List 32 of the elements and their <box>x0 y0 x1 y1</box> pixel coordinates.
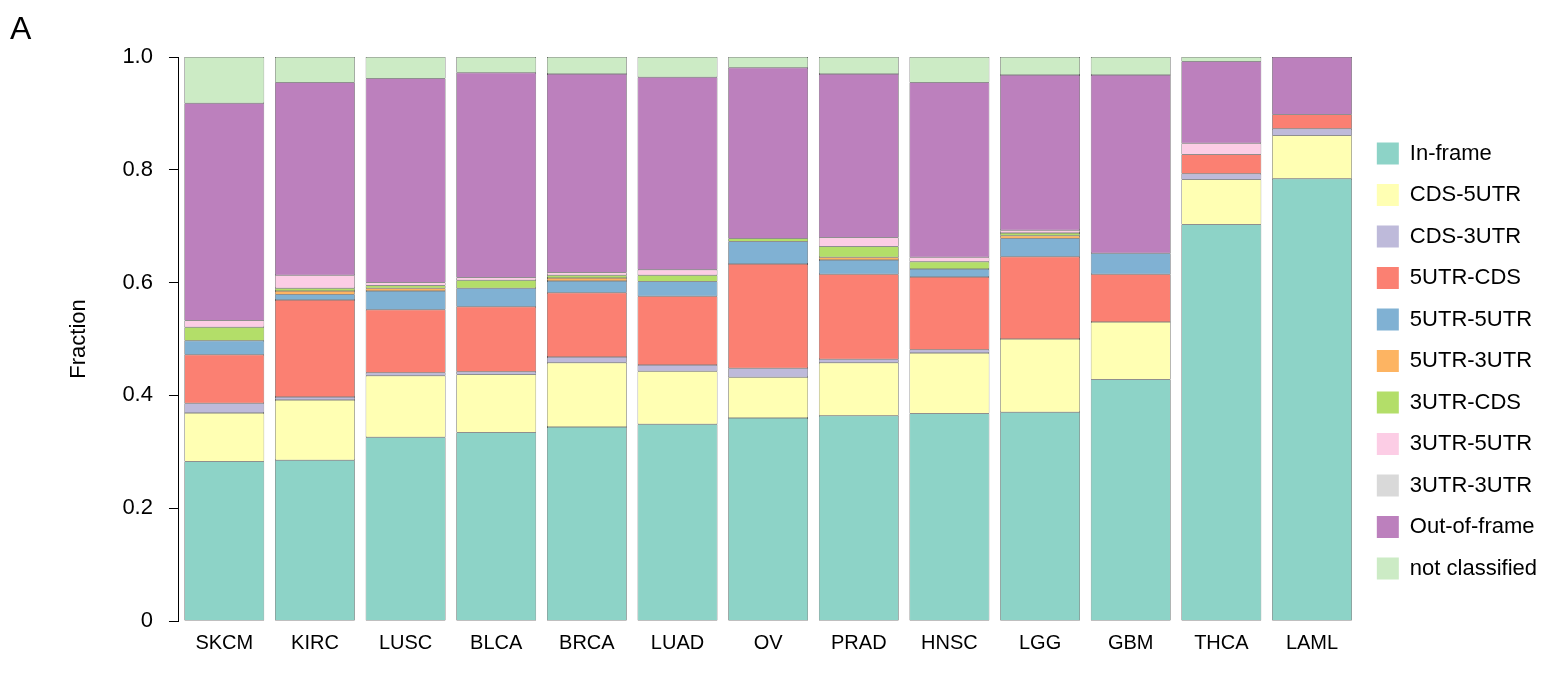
legend-label: 3UTR-CDS <box>1409 388 1522 414</box>
x-tick-label: LGG <box>1018 630 1062 653</box>
x-tick-label: BRCA <box>559 630 616 653</box>
legend-label: 5UTR-3UTR <box>1409 347 1533 373</box>
legend-label: not classified <box>1409 554 1538 580</box>
y-tick-label: 0.2 <box>122 494 153 520</box>
y-tick-label: 0.6 <box>122 268 153 294</box>
x-tick-label: KIRC <box>291 630 339 653</box>
legend-label: In-frame <box>1409 139 1492 165</box>
legend-label: Out-of-frame <box>1409 513 1535 539</box>
x-tick-label: BLCA <box>470 630 524 653</box>
x-tick-label: PRAD <box>831 630 887 653</box>
x-tick-label: THCA <box>1194 630 1250 653</box>
y-tick-label: 0 <box>140 607 153 633</box>
y-axis-title: Fraction <box>65 299 91 379</box>
x-tick-label: LUAD <box>650 630 705 653</box>
legend-label: 5UTR-5UTR <box>1409 305 1533 331</box>
y-tick-label: 0.8 <box>122 155 153 181</box>
legend-label: 3UTR-3UTR <box>1409 471 1533 497</box>
y-tick-label: 1.0 <box>122 43 153 69</box>
x-tick-label: LAML <box>1285 630 1339 653</box>
legend-label: 5UTR-CDS <box>1409 264 1522 290</box>
y-tick-label: 0.4 <box>122 381 153 407</box>
legend-label: 3UTR-5UTR <box>1409 430 1533 456</box>
legend-label: CDS-3UTR <box>1409 222 1522 248</box>
x-tick-label: OV <box>753 630 784 653</box>
legend-label: CDS-5UTR <box>1409 181 1522 207</box>
x-tick-label: SKCM <box>195 630 254 653</box>
x-tick-label: LUSC <box>378 630 433 653</box>
text: A <box>10 9 32 46</box>
x-tick-label: HNSC <box>921 630 978 653</box>
x-tick-label: GBM <box>1107 630 1154 653</box>
